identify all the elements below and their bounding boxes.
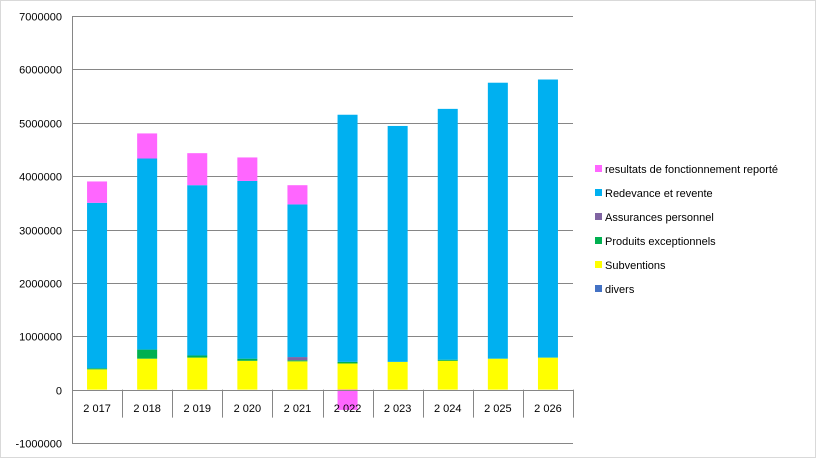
bar-segment-resultats-de-fonctionnement-report--0 (87, 181, 108, 203)
y-tick-label: 0 (56, 386, 62, 398)
y-tick-label: 6000000 (19, 65, 62, 77)
bar-segment-redevance-et-revente-8 (487, 82, 508, 359)
bar-segment-assurances-personnel-4 (287, 357, 308, 361)
x-tick-label: 2 021 (284, 403, 312, 415)
bar-segment-resultats-de-fonctionnement-report--4 (287, 185, 308, 205)
bar-segment-redevance-et-revente-5 (337, 114, 358, 362)
bar-segment-redevance-et-revente-6 (387, 125, 408, 362)
y-tick-label: 5000000 (19, 119, 62, 131)
bar-segment-redevance-et-revente-2 (187, 185, 208, 356)
y-tick-label: 2000000 (19, 279, 62, 291)
legend-swatch-subventions (595, 261, 602, 268)
bar-segment-produits-exceptionnels-2 (187, 355, 208, 358)
bar-segment-subventions-6 (387, 361, 408, 390)
bar-segment-subventions-7 (437, 360, 458, 390)
bar-segment-redevance-et-revente-1 (137, 158, 158, 350)
y-tick-label: 7000000 (19, 12, 62, 24)
legend-label-resultats-de-fonctionnement-report-: resultats de fonctionnement reporté (605, 164, 778, 176)
y-tick-label: -1000000 (16, 439, 63, 451)
bar-segment-produits-exceptionnels-3 (237, 358, 258, 361)
bar-segment-resultats-de-fonctionnement-report--1 (137, 133, 158, 159)
bar-segment-produits-exceptionnels-4 (287, 360, 308, 362)
legend-swatch-redevance-et-revente (595, 189, 602, 196)
x-tick-label: 2 022 (334, 403, 362, 415)
legend-swatch-produits-exceptionnels (595, 237, 602, 244)
legend-swatch-divers (595, 285, 602, 292)
bar-segment-subventions-1 (137, 358, 158, 390)
bar-segment-produits-exceptionnels-7 (437, 359, 458, 361)
x-tick-label: 2 026 (534, 403, 562, 415)
bar-segment-redevance-et-revente-0 (87, 202, 108, 369)
bar-segment-subventions-9 (537, 357, 558, 390)
legend-label-assurances-personnel: Assurances personnel (605, 212, 714, 224)
legend-label-subventions: Subventions (605, 260, 666, 272)
x-tick-label: 2 023 (384, 403, 412, 415)
bar-segment-produits-exceptionnels-5 (337, 361, 358, 364)
bar-segment-subventions-2 (187, 357, 208, 390)
bar-segment-redevance-et-revente-9 (537, 79, 558, 358)
bar-segment-redevance-et-revente-4 (287, 204, 308, 358)
x-tick-label: 2 020 (234, 403, 262, 415)
x-tick-label: 2 018 (133, 403, 161, 415)
bar-segment-produits-exceptionnels-0 (87, 368, 108, 370)
bar-segment-produits-exceptionnels-1 (137, 349, 158, 359)
legend-swatch-resultats-de-fonctionnement-report- (595, 165, 602, 172)
bar-segment-subventions-3 (237, 360, 258, 390)
legend-swatch-assurances-personnel (595, 213, 602, 220)
bar-segment-redevance-et-revente-7 (437, 108, 458, 360)
bar-segment-subventions-5 (337, 363, 358, 390)
bar-segment-resultats-de-fonctionnement-report--2 (187, 153, 208, 186)
bar-segment-resultats-de-fonctionnement-report--3 (237, 157, 258, 181)
legend-label-divers: divers (605, 284, 635, 296)
bar-segment-subventions-0 (87, 369, 108, 390)
x-tick-label: 2 024 (434, 403, 462, 415)
bars (87, 79, 558, 410)
x-tick-label: 2 025 (484, 403, 512, 415)
y-tick-label: 3000000 (19, 226, 62, 238)
bar-segment-subventions-8 (487, 358, 508, 390)
y-tick-label: 1000000 (19, 332, 62, 344)
bar-segment-redevance-et-revente-3 (237, 180, 258, 359)
x-tick-label: 2 019 (183, 403, 211, 415)
bar-segment-resultats-de-fonctionnement-report--5 (337, 389, 358, 410)
bar-segment-subventions-4 (287, 361, 308, 390)
legend-label-produits-exceptionnels: Produits exceptionnels (605, 236, 716, 248)
legend: resultats de fonctionnement reporté Redev… (595, 164, 778, 296)
legend-label-redevance-et-revente: Redevance et revente (605, 188, 713, 200)
axes: -1000000 0 1000000 2000000 3000000 4000000 500… (16, 12, 574, 451)
y-tick-label: 4000000 (19, 172, 62, 184)
x-tick-label: 2 017 (83, 403, 111, 415)
